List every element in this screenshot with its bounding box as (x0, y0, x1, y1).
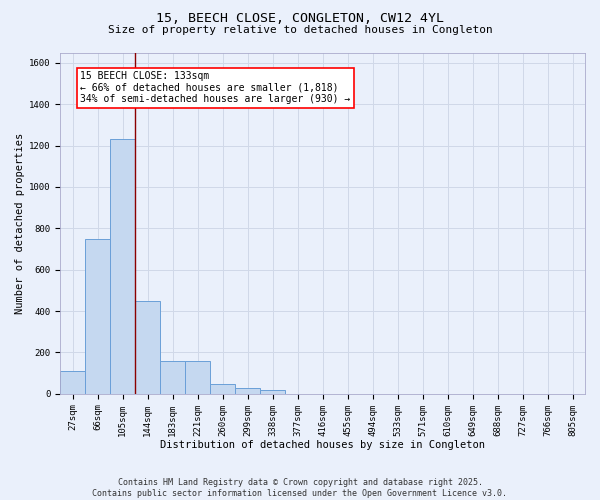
Bar (185, 361, 210, 394)
Bar (210, 384, 235, 394)
Bar (136, 301, 160, 394)
Text: 15 BEECH CLOSE: 133sqm
← 66% of detached houses are smaller (1,818)
34% of semi-: 15 BEECH CLOSE: 133sqm ← 66% of detached… (80, 71, 350, 104)
Text: 15, BEECH CLOSE, CONGLETON, CW12 4YL: 15, BEECH CLOSE, CONGLETON, CW12 4YL (156, 12, 444, 26)
X-axis label: Distribution of detached houses by size in Congleton: Distribution of detached houses by size … (160, 440, 485, 450)
Bar (260, 390, 285, 394)
Text: Contains HM Land Registry data © Crown copyright and database right 2025.
Contai: Contains HM Land Registry data © Crown c… (92, 478, 508, 498)
Y-axis label: Number of detached properties: Number of detached properties (15, 132, 25, 314)
Bar (85, 238, 110, 394)
Bar (160, 361, 185, 394)
Bar (61, 371, 85, 394)
Text: Size of property relative to detached houses in Congleton: Size of property relative to detached ho… (107, 25, 493, 35)
Bar (235, 388, 260, 394)
Bar (110, 140, 136, 394)
